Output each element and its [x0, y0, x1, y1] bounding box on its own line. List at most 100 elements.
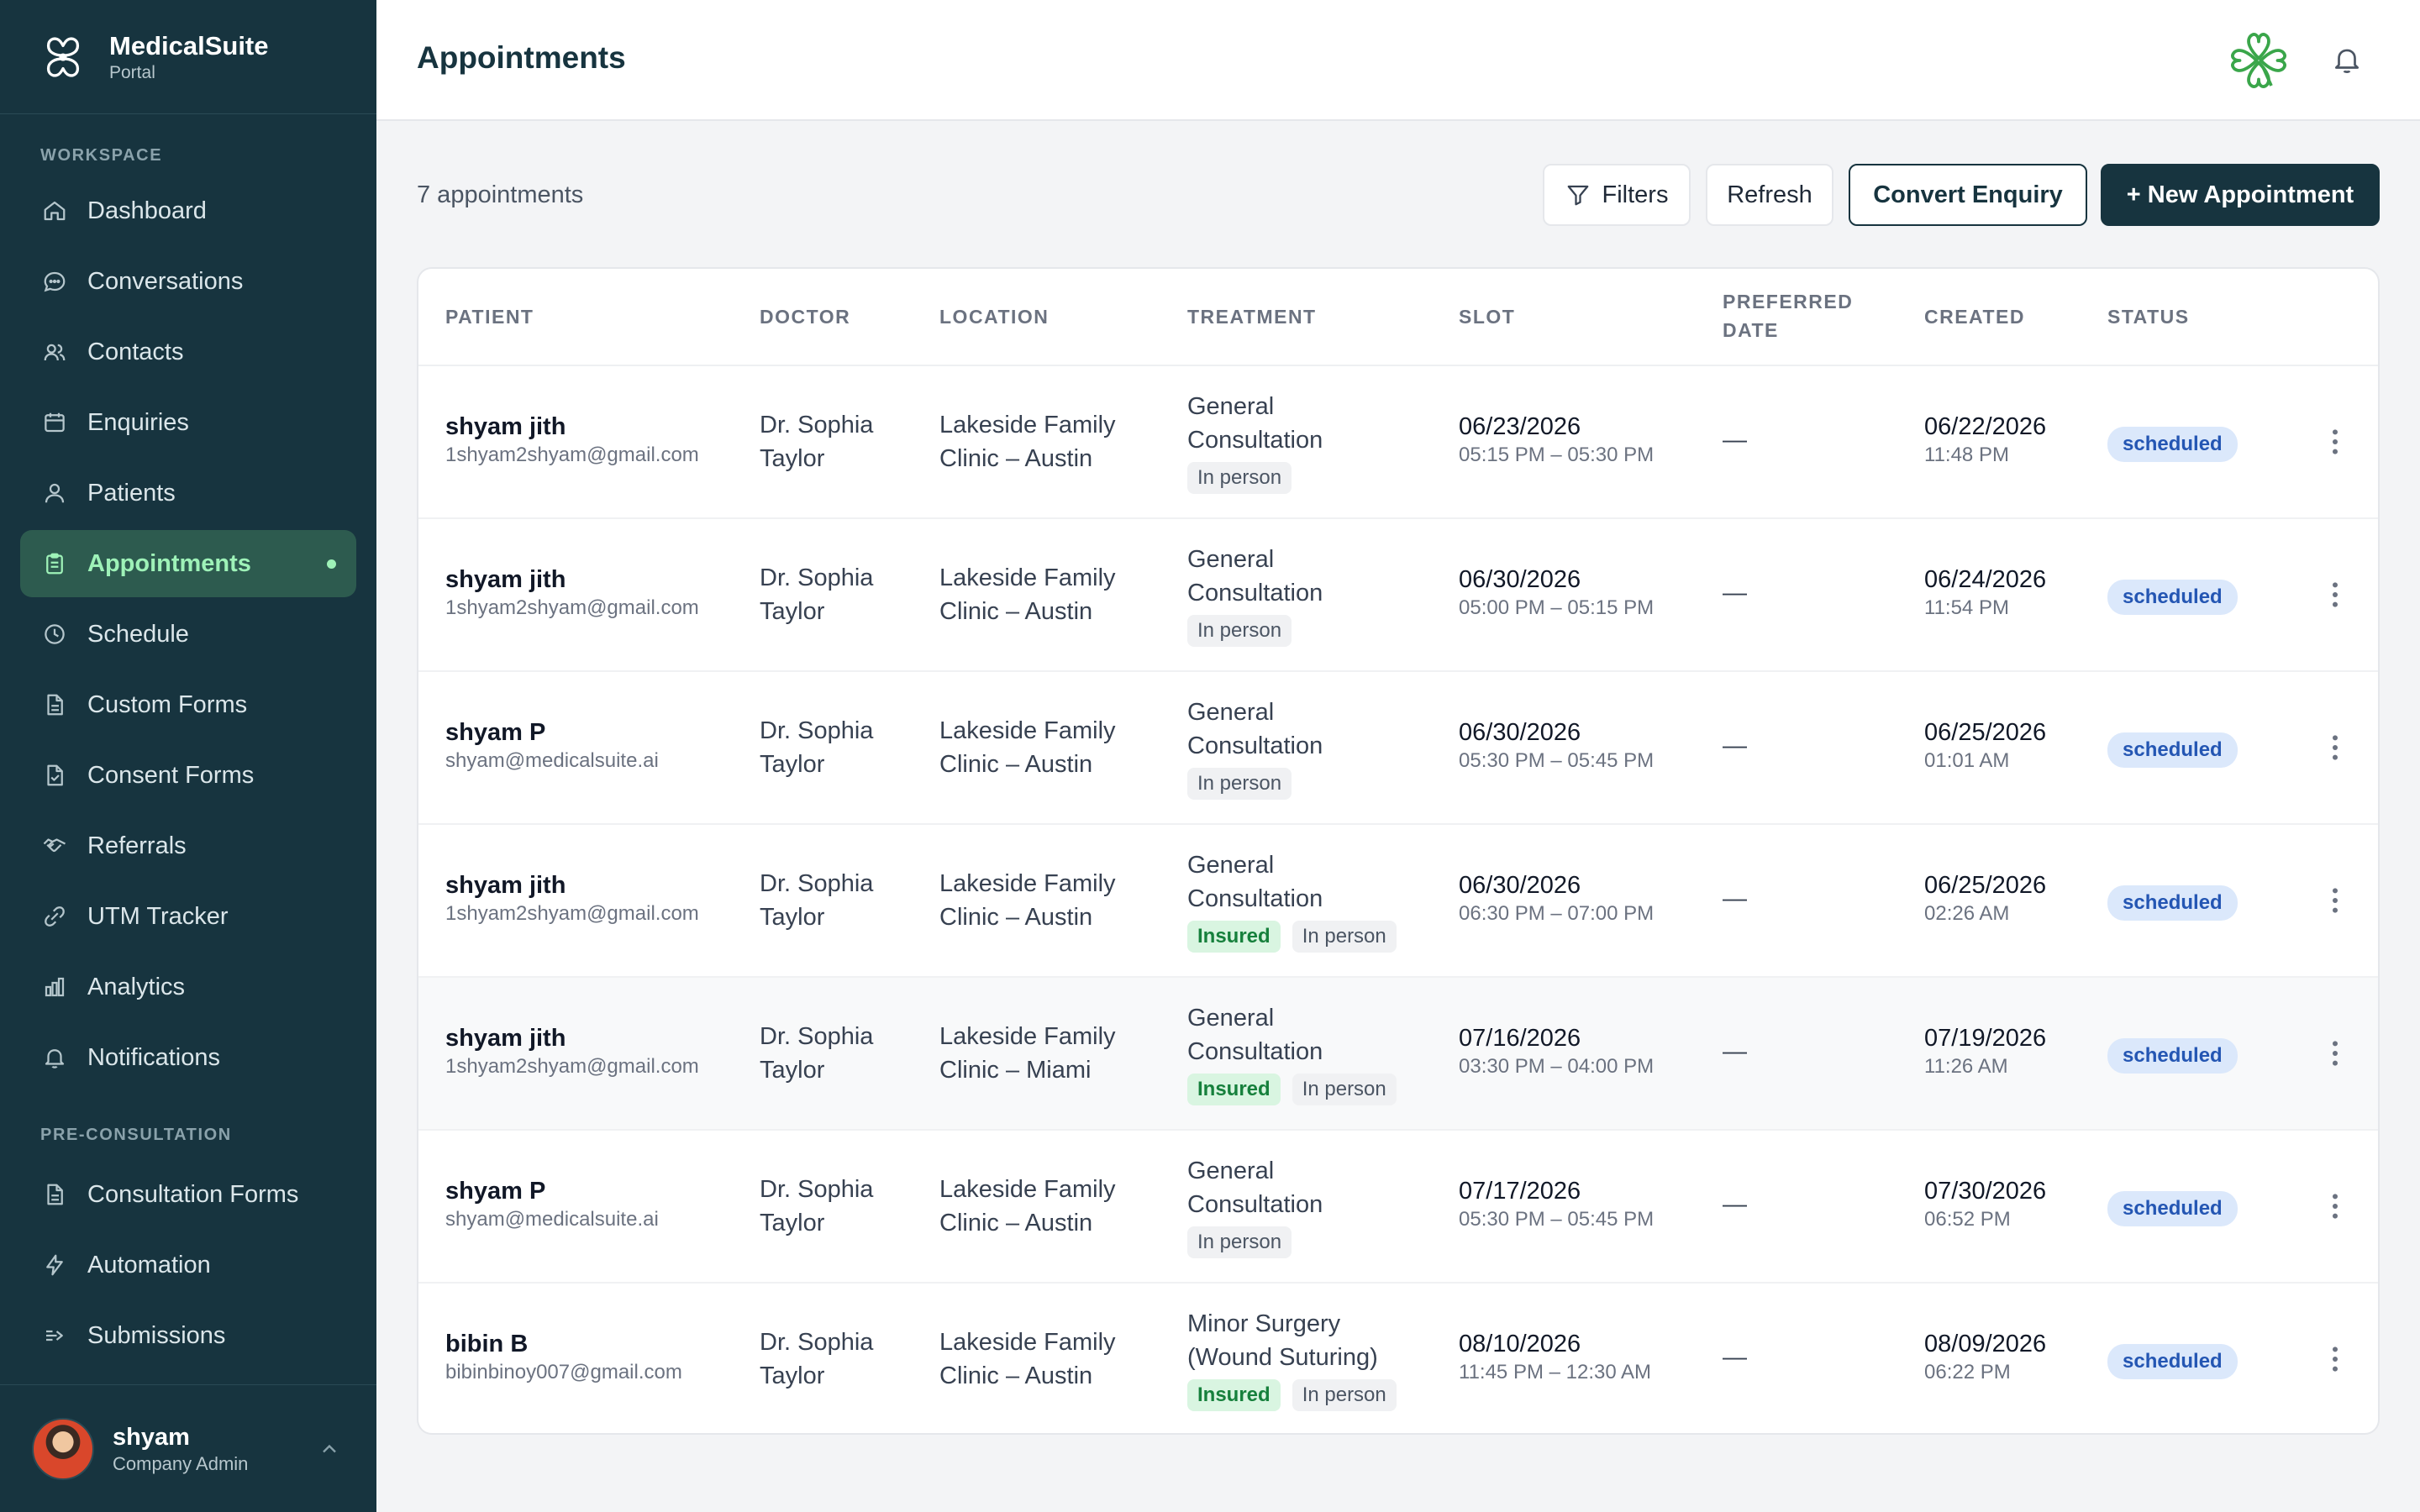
- table-row[interactable]: bibin B bibinbinoy007@gmail.com Dr. Sophia…: [418, 1284, 2378, 1433]
- treatment-line2: Consultation: [1187, 732, 1323, 759]
- patient-name[interactable]: bibin B: [445, 1331, 529, 1357]
- more-options-icon[interactable]: [2323, 884, 2348, 917]
- doctor-name-line1: Dr. Sophia: [760, 1329, 874, 1356]
- user-name: shyam: [113, 1423, 190, 1451]
- sidebar-item-utm-tracker[interactable]: UTM Tracker: [20, 883, 356, 950]
- slot-cell: 06/30/2026 06:30 PM – 07:00 PM: [1459, 870, 1654, 927]
- sidebar-item-appointments[interactable]: Appointments: [20, 530, 356, 597]
- sidebar-item-contacts[interactable]: Contacts: [20, 318, 356, 386]
- table-row[interactable]: shyam P shyam@medicalsuite.ai Dr. Sophia Ta…: [418, 672, 2378, 825]
- col-header-preferred-date[interactable]: PREFERRED DATE: [1723, 287, 1853, 344]
- convert-enquiry-button[interactable]: Convert Enquiry: [1849, 164, 2087, 226]
- sidebar-item-label: Consent Forms: [87, 761, 255, 789]
- brand[interactable]: MedicalSuite Portal: [0, 0, 376, 114]
- status-cell: scheduled: [2107, 580, 2238, 615]
- sidebar-item-enquiries[interactable]: Enquiries: [20, 389, 356, 456]
- sidebar-item-automation[interactable]: Automation: [20, 1231, 356, 1299]
- treatment-cell: Minor Surgery (Wound Suturing) Insured In p…: [1187, 1307, 1397, 1411]
- col-header-created[interactable]: CREATED: [1924, 306, 2025, 328]
- more-options-icon[interactable]: [2323, 731, 2348, 764]
- sidebar-item-label: Enquiries: [87, 408, 189, 436]
- treatment-line1: General: [1187, 546, 1275, 573]
- filters-button[interactable]: Filters: [1543, 164, 1691, 226]
- location-line2: Clinic – Austin: [939, 1210, 1093, 1236]
- sidebar-item-analytics[interactable]: Analytics: [20, 953, 356, 1021]
- in-person-tag: In person: [1292, 921, 1397, 953]
- page-title: Appointments: [417, 40, 626, 75]
- treatment-line1: General: [1187, 852, 1275, 879]
- sidebar-item-dashboard[interactable]: Dashboard: [20, 177, 356, 244]
- location-line2: Clinic – Austin: [939, 598, 1093, 625]
- bell-icon[interactable]: [2331, 44, 2363, 76]
- document-check-icon: [47, 764, 63, 786]
- status-cell: scheduled: [2107, 732, 2238, 768]
- location-line2: Clinic – Austin: [939, 751, 1093, 778]
- sidebar-item-label: Conversations: [87, 267, 244, 295]
- treatment-line1: Minor Surgery: [1187, 1310, 1341, 1337]
- sidebar-item-conversations[interactable]: Conversations: [20, 248, 356, 315]
- patient-name[interactable]: shyam P: [445, 719, 546, 746]
- slot-time: 05:15 PM – 05:30 PM: [1459, 444, 1655, 466]
- doctor-cell: Dr. Sophia Taylor: [760, 561, 873, 628]
- refresh-button[interactable]: Refresh: [1706, 164, 1833, 226]
- convert-enquiry-label: Convert Enquiry: [1873, 181, 2063, 208]
- location-cell: Lakeside Family Clinic – Austin: [939, 714, 1116, 781]
- sidebar-item-schedule[interactable]: Schedule: [20, 601, 356, 668]
- insured-tag: Insured: [1187, 1379, 1281, 1411]
- col-header-treatment[interactable]: TREATMENT: [1187, 306, 1317, 328]
- col-header-slot[interactable]: SLOT: [1459, 306, 1516, 328]
- sidebar-item-submissions[interactable]: Submissions: [20, 1302, 356, 1369]
- treatment-tags: Insured In person: [1187, 921, 1397, 953]
- col-header-status[interactable]: STATUS: [2107, 306, 2190, 328]
- preferred-date: —: [1723, 1191, 1747, 1218]
- doctor-cell: Dr. Sophia Taylor: [760, 1326, 873, 1393]
- sidebar-item-referrals[interactable]: Referrals: [20, 812, 356, 879]
- sidebar-item-notifications[interactable]: Notifications: [20, 1024, 356, 1091]
- doctor-name-line2: Taylor: [760, 1057, 825, 1084]
- patient-name[interactable]: shyam jith: [445, 1025, 566, 1052]
- table-row[interactable]: shyam jith 1shyam2shyam@gmail.com Dr. Soph…: [418, 366, 2378, 519]
- created-time: 11:26 AM: [1924, 1055, 2008, 1078]
- sidebar-item-label: Notifications: [87, 1043, 220, 1071]
- in-person-tag: In person: [1187, 1226, 1292, 1258]
- lightning-icon: [46, 1254, 63, 1276]
- table-row[interactable]: shyam jith 1shyam2shyam@gmail.com Dr. Soph…: [418, 519, 2378, 672]
- more-options-icon[interactable]: [2323, 1037, 2348, 1070]
- sidebar-item-patients[interactable]: Patients: [20, 459, 356, 527]
- new-appointment-button[interactable]: + New Appointment: [2101, 164, 2380, 226]
- col-header-doctor[interactable]: DOCTOR: [760, 306, 851, 328]
- sidebar-item-label: Automation: [87, 1251, 211, 1278]
- status-cell: scheduled: [2107, 885, 2238, 921]
- table-row[interactable]: shyam jith 1shyam2shyam@gmail.com Dr. Soph…: [418, 978, 2378, 1131]
- sidebar-item-label: Patients: [87, 479, 176, 507]
- chat-icon: [44, 271, 66, 292]
- table-row[interactable]: shyam jith 1shyam2shyam@gmail.com Dr. Soph…: [418, 825, 2378, 978]
- more-options-icon[interactable]: [2323, 578, 2348, 612]
- more-options-icon[interactable]: [2323, 1189, 2348, 1223]
- col-header-preferred-line1: PREFERRED: [1723, 291, 1854, 312]
- chevron-up-icon[interactable]: [318, 1437, 341, 1461]
- slot-date: 06/30/2026: [1459, 566, 1581, 593]
- location-cell: Lakeside Family Clinic – Austin: [939, 408, 1116, 475]
- more-options-icon[interactable]: [2323, 425, 2348, 459]
- patient-name[interactable]: shyam P: [445, 1178, 546, 1205]
- clover-logo-icon[interactable]: [2225, 27, 2292, 94]
- created-cell: 06/22/2026 11:48 PM: [1924, 412, 2046, 469]
- doctor-cell: Dr. Sophia Taylor: [760, 714, 873, 781]
- col-header-patient[interactable]: PATIENT: [445, 306, 534, 328]
- treatment-tags: In person: [1187, 462, 1323, 494]
- doctor-name-line2: Taylor: [760, 598, 825, 625]
- sidebar-item-custom-forms[interactable]: Custom Forms: [20, 671, 356, 738]
- sidebar-item-label: Referrals: [87, 832, 187, 859]
- treatment-line2: Consultation: [1187, 885, 1323, 912]
- sidebar-item-consent-forms[interactable]: Consent Forms: [20, 742, 356, 809]
- patient-name[interactable]: shyam jith: [445, 566, 566, 593]
- table-row[interactable]: shyam P shyam@medicalsuite.ai Dr. Sophia Ta…: [418, 1131, 2378, 1284]
- patient-name[interactable]: shyam jith: [445, 872, 566, 899]
- sidebar-item-consultation-forms[interactable]: Consultation Forms: [20, 1161, 356, 1228]
- preferred-date: —: [1723, 885, 1747, 912]
- more-options-icon[interactable]: [2323, 1342, 2348, 1376]
- col-header-location[interactable]: LOCATION: [939, 306, 1050, 328]
- patient-name[interactable]: shyam jith: [445, 413, 566, 440]
- user-profile[interactable]: shyam Company Admin: [0, 1384, 376, 1512]
